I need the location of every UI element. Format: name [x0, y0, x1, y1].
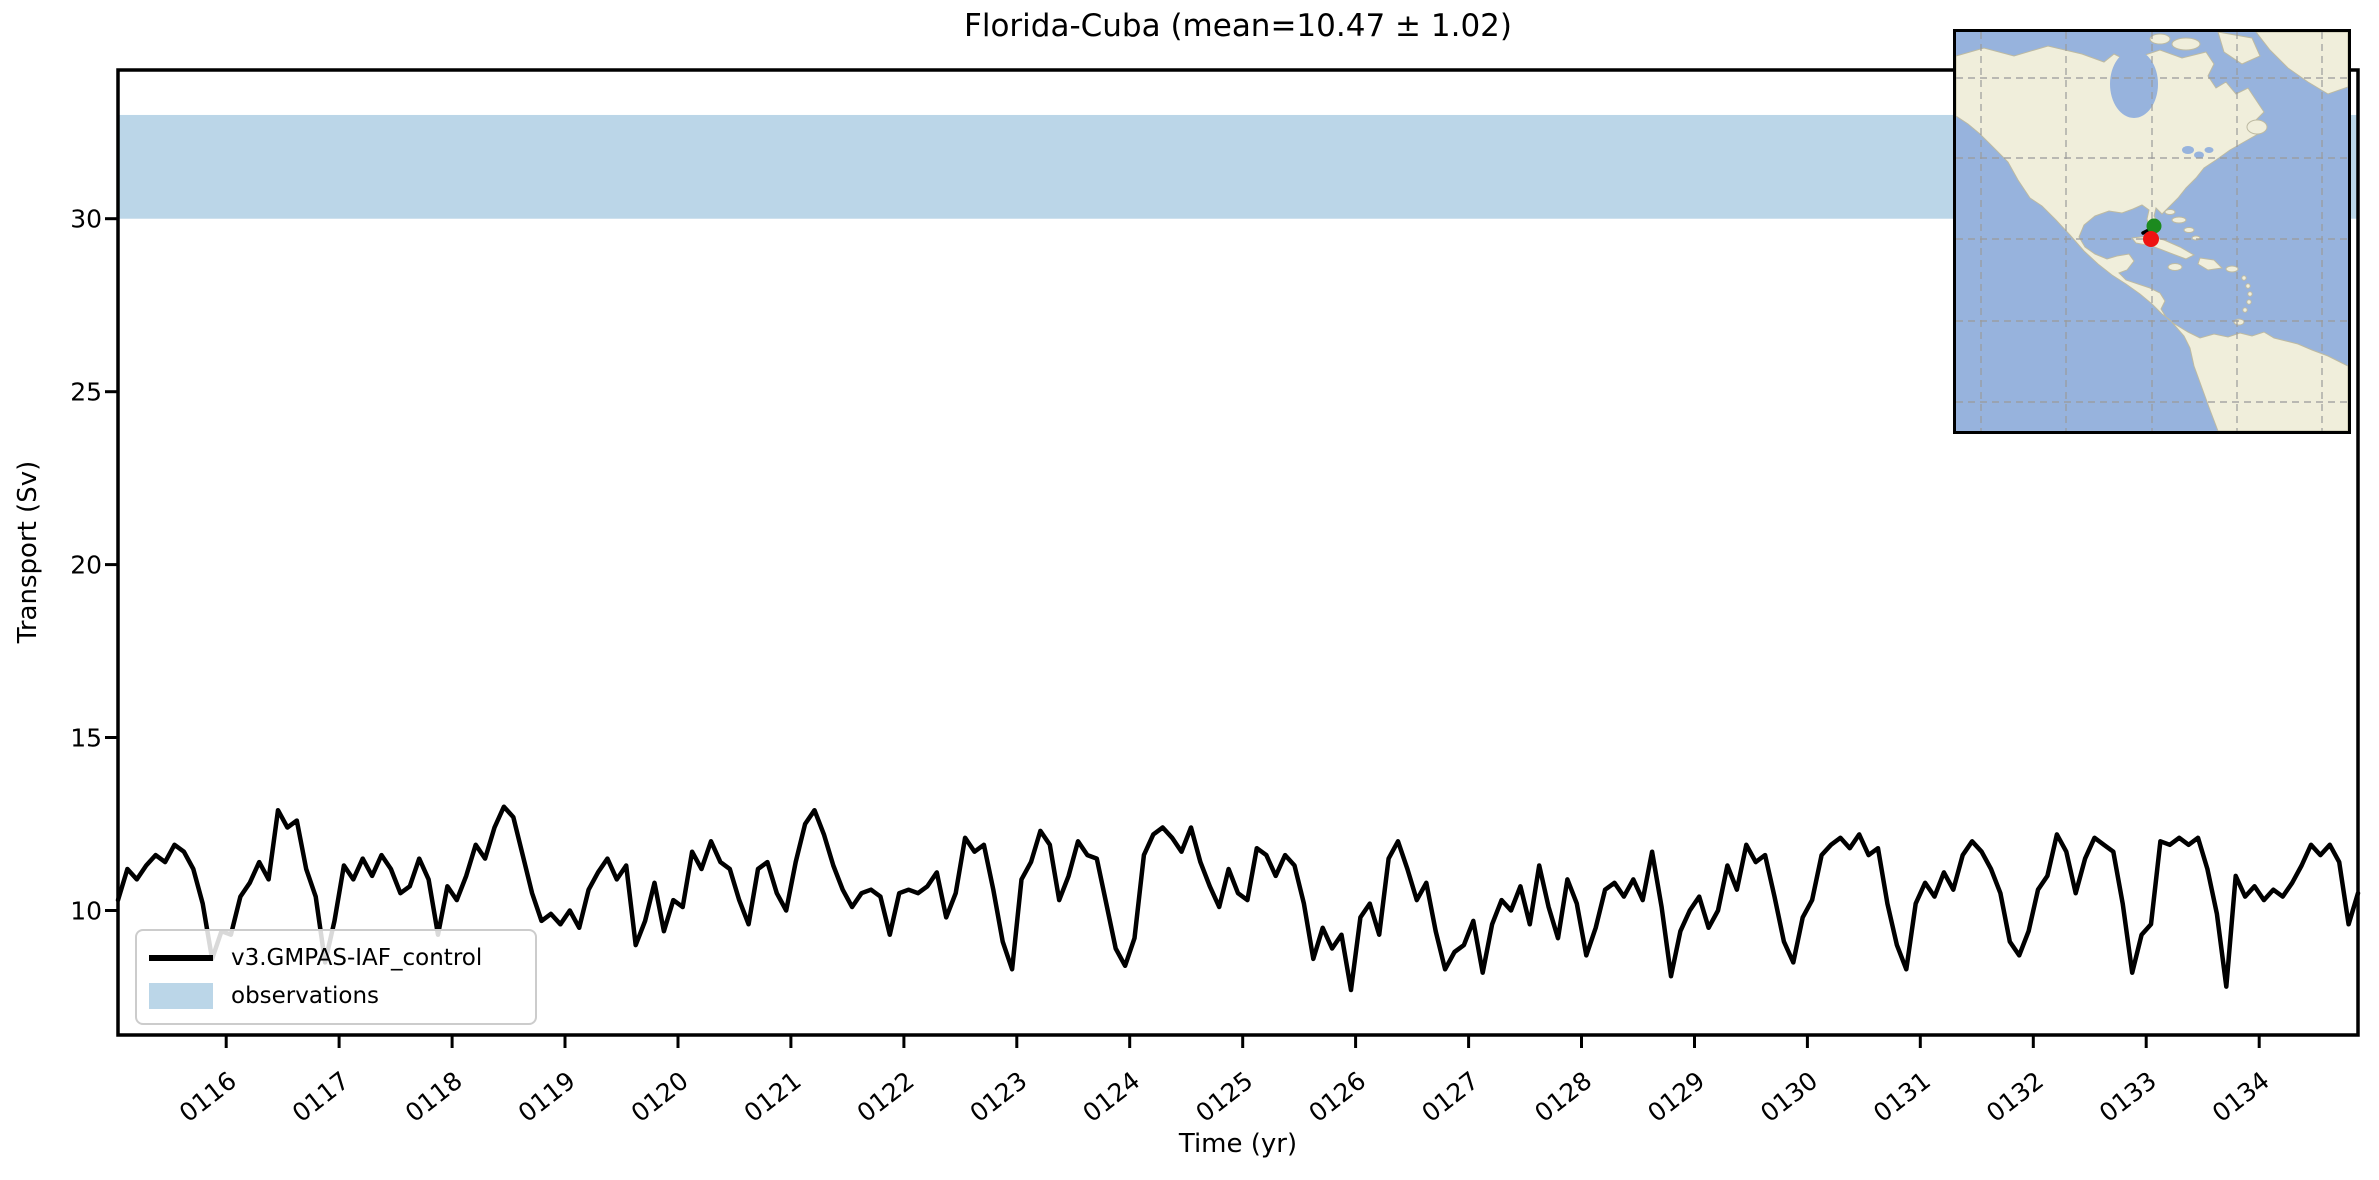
puerto-rico: [2225, 265, 2239, 273]
hudson-strait: [2128, 36, 2140, 64]
observations-patch-swatch: [149, 983, 213, 1009]
x-tick-label: 0133: [2094, 1066, 2162, 1128]
series-line: [115, 804, 2361, 993]
x-tick-label: 0121: [739, 1066, 807, 1128]
bahamas-island: [2164, 209, 2176, 215]
hispaniola: [2197, 257, 2224, 271]
inset-map: [1953, 29, 2351, 434]
transport-series-line: [115, 804, 2361, 993]
antilles-island: [2247, 291, 2253, 297]
jamaica: [2167, 263, 2183, 271]
transect-marker-green: [2146, 218, 2162, 234]
x-tick-label: 0132: [1981, 1066, 2049, 1128]
newfoundland: [2246, 119, 2268, 135]
y-tick-label: 15: [70, 724, 102, 753]
great-lake: [2194, 151, 2204, 159]
antilles-island: [2245, 283, 2251, 289]
x-tick-label: 0122: [852, 1066, 920, 1128]
x-tick-label: 0124: [1077, 1066, 1145, 1128]
y-axis-ticks: 10 15 20 25 30: [70, 205, 118, 926]
x-tick-label: 0126: [1303, 1066, 1371, 1128]
antilles-island: [2241, 275, 2247, 281]
x-axis-ticks: 0116 0117 0118 0119 0120 0121 0122 0123 0124 0125…: [174, 1035, 2275, 1128]
x-tick-label: 0128: [1529, 1066, 1597, 1128]
x-tick-label: 0134: [2207, 1066, 2275, 1128]
y-tick-label: 20: [70, 551, 102, 580]
x-axis-label: Time (yr): [1178, 1129, 1297, 1159]
x-tick-label: 0117: [287, 1066, 355, 1128]
y-tick-label: 10: [70, 897, 102, 926]
series-line-swatch: [149, 955, 213, 961]
great-lake: [2204, 147, 2214, 153]
x-tick-label: 0120: [626, 1066, 694, 1128]
x-tick-label: 0131: [1868, 1066, 1936, 1128]
x-tick-label: 0130: [1755, 1066, 1823, 1128]
legend-row-series: v3.GMPAS-IAF_control: [149, 943, 523, 973]
legend: v3.GMPAS-IAF_control observations: [135, 929, 537, 1025]
americas-landmass: [1956, 45, 2348, 431]
series-legend-label: v3.GMPAS-IAF_control: [231, 944, 483, 971]
y-tick-label: 30: [70, 205, 102, 234]
x-tick-label: 0127: [1416, 1066, 1484, 1128]
x-tick-label: 0119: [513, 1066, 581, 1128]
y-axis-label: Transport (Sv): [13, 461, 43, 644]
plot-border: [116, 68, 2360, 1037]
x-tick-label: 0118: [400, 1066, 468, 1128]
x-tick-label: 0116: [174, 1066, 242, 1128]
y-tick-label: 25: [70, 378, 102, 407]
hudson-bay: [2110, 50, 2158, 118]
observations-legend-label: observations: [231, 982, 380, 1009]
antilles-island: [2246, 299, 2252, 305]
antilles-island: [2242, 307, 2248, 313]
bahamas-island: [2171, 216, 2187, 224]
baffin-island: [2217, 32, 2261, 65]
x-tick-label: 0129: [1642, 1066, 1710, 1128]
x-tick-label: 0123: [965, 1066, 1033, 1128]
great-lake: [2182, 146, 2194, 154]
greenland: [2255, 32, 2348, 95]
arctic-island: [2149, 33, 2171, 45]
legend-row-band: observations: [149, 981, 523, 1011]
transect-marker-red: [2143, 231, 2159, 247]
trinidad: [2233, 318, 2245, 326]
x-tick-label: 0125: [1190, 1066, 1258, 1128]
chart-title: Florida-Cuba (mean=10.47 ± 1.02): [964, 8, 1512, 44]
bahamas-island: [2183, 227, 2195, 233]
arctic-island: [2171, 37, 2201, 51]
